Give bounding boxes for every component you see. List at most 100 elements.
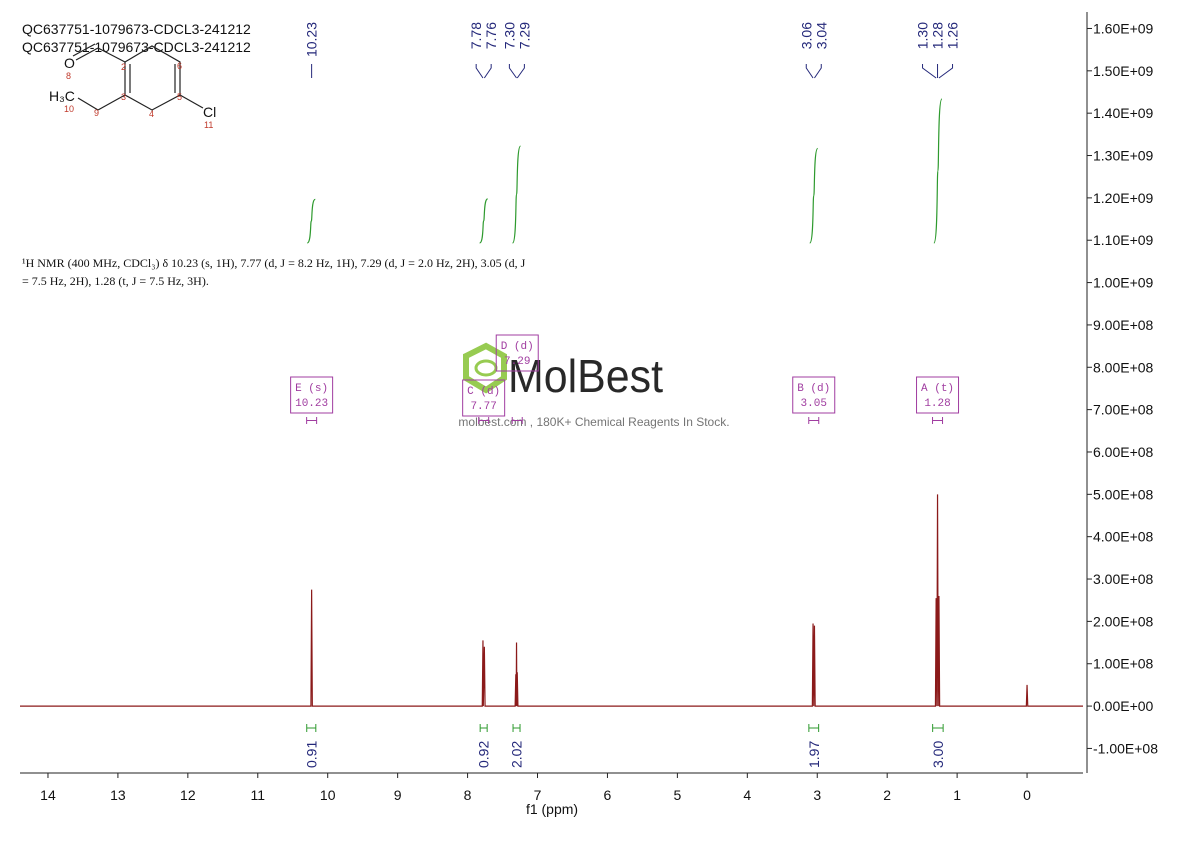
integral-curve xyxy=(933,98,943,244)
atom-numbers: 8 2 6 3 5 4 10 9 11 xyxy=(64,61,213,130)
y-tick-label: 1.20E+09 xyxy=(1093,190,1154,206)
x-tick-label: 1 xyxy=(953,787,961,803)
peak-connector xyxy=(938,64,954,79)
multiplet-range xyxy=(478,417,490,424)
integral-curve xyxy=(809,147,819,244)
y-tick-label: 1.60E+09 xyxy=(1093,20,1154,36)
multiplet-range xyxy=(511,417,523,424)
peak-label: 7.29 xyxy=(516,22,532,49)
atom-number: 9 xyxy=(94,108,99,118)
peak-connector xyxy=(814,64,822,79)
x-tick-label: 4 xyxy=(743,787,751,803)
multiplet-box xyxy=(495,334,539,372)
multiplet-range xyxy=(932,417,944,424)
y-tick-label: 8.00E+08 xyxy=(1093,359,1154,375)
multiplet-range xyxy=(306,417,318,424)
multiplet-label: A (t) xyxy=(921,383,954,395)
x-tick-label: 11 xyxy=(251,787,266,803)
x-tick-label: 12 xyxy=(180,787,196,803)
x-tick-label: 10 xyxy=(320,787,336,803)
x-axis-label: f1 (ppm) xyxy=(526,801,578,817)
nmr-description: ¹H NMR (400 MHz, CDCl₃) δ 10.23 (s, 1H),… xyxy=(22,256,526,270)
y-tick-label: 5.00E+08 xyxy=(1093,486,1154,502)
y-tick-label: 7.00E+08 xyxy=(1093,402,1154,418)
bond xyxy=(179,94,204,109)
y-tick-label: 1.50E+09 xyxy=(1093,63,1154,79)
watermark: MolBest molbest.com , 180K+ Chemical Rea… xyxy=(458,342,730,429)
y-tick-label: 1.00E+08 xyxy=(1093,656,1154,672)
y-tick-label: 1.40E+09 xyxy=(1093,105,1154,121)
x-tick-label: 7 xyxy=(534,787,542,803)
bond xyxy=(97,94,126,111)
bond xyxy=(72,43,96,57)
peak-label: 7.30 xyxy=(501,22,517,49)
peak-connector xyxy=(483,64,492,79)
atom-label: O xyxy=(64,55,75,71)
atom-number: 5 xyxy=(177,92,182,102)
multiplet-shift: 1.28 xyxy=(924,398,950,410)
integral-label: 2.02 xyxy=(509,741,525,768)
integral-label: 0.92 xyxy=(476,741,492,768)
integral-label: 1.97 xyxy=(806,741,822,768)
integral-bracket xyxy=(306,724,317,732)
atom-number: 11 xyxy=(204,120,213,130)
nmr-description: = 7.5 Hz, 2H), 1.28 (t, J = 7.5 Hz, 3H). xyxy=(22,274,209,288)
multiplet-label: B (d) xyxy=(797,383,830,395)
multiplet-box xyxy=(792,376,836,414)
peak-connector xyxy=(508,64,517,79)
multiplet-label: E (s) xyxy=(295,383,328,395)
bond xyxy=(97,47,126,63)
integral-curve xyxy=(511,145,522,244)
integral-bracket xyxy=(932,724,944,732)
multiplet-shift: 3.05 xyxy=(801,398,827,410)
x-tick-label: 13 xyxy=(110,787,126,803)
bond xyxy=(75,47,99,61)
multiplet-box xyxy=(916,376,960,414)
peak-label: 7.76 xyxy=(483,22,499,49)
peak-label: 1.30 xyxy=(915,22,931,49)
multiplet-shift: 7.29 xyxy=(504,356,530,368)
ring-bond xyxy=(124,45,181,111)
x-tick-label: 8 xyxy=(464,787,472,803)
peak-connector xyxy=(516,64,525,79)
atom-number: 10 xyxy=(64,104,74,114)
integral-bracket xyxy=(512,724,521,732)
peak-label: 3.04 xyxy=(813,22,829,49)
integral-label: 3.00 xyxy=(930,741,946,768)
peak-label: 7.78 xyxy=(468,22,484,49)
multiplet-shift: 10.23 xyxy=(295,398,328,410)
spectrum-line xyxy=(20,494,1083,707)
integral-bracket xyxy=(808,724,820,732)
integral-label: 0.91 xyxy=(303,741,319,768)
y-tick-label: 2.00E+08 xyxy=(1093,613,1154,629)
y-tick-label: 9.00E+08 xyxy=(1093,317,1154,333)
atom-number: 4 xyxy=(149,109,154,119)
y-tick-label: 3.00E+08 xyxy=(1093,571,1154,587)
peak-label: 1.26 xyxy=(945,22,961,49)
watermark-brand: MolBest xyxy=(508,350,663,402)
multiplet-shift: 7.77 xyxy=(470,401,496,413)
peak-label: 3.06 xyxy=(798,22,814,49)
y-tick-label: -1.00E+08 xyxy=(1093,740,1158,756)
bond xyxy=(77,97,99,111)
x-tick-label: 6 xyxy=(604,787,612,803)
atom-number: 3 xyxy=(121,92,126,102)
integral-curve xyxy=(479,198,489,244)
structure xyxy=(72,43,204,111)
multiplet-box xyxy=(290,376,334,414)
y-tick-label: 4.00E+08 xyxy=(1093,529,1154,545)
atom-number: 2 xyxy=(121,62,126,72)
spectrum-title: QC637751-1079673-CDCL3-241212 xyxy=(22,39,251,55)
multiplet-label: C (d) xyxy=(467,386,500,398)
x-tick-label: 5 xyxy=(673,787,681,803)
integral-curve xyxy=(306,198,316,244)
integral-bracket xyxy=(479,724,488,732)
logo-icon xyxy=(463,342,507,394)
y-tick-label: 1.00E+09 xyxy=(1093,275,1154,291)
atom-label: Cl xyxy=(203,104,216,120)
peak-connector xyxy=(922,64,937,79)
atom-number: 8 xyxy=(66,71,71,81)
x-tick-label: 3 xyxy=(813,787,821,803)
peak-label: 10.23 xyxy=(304,22,320,57)
